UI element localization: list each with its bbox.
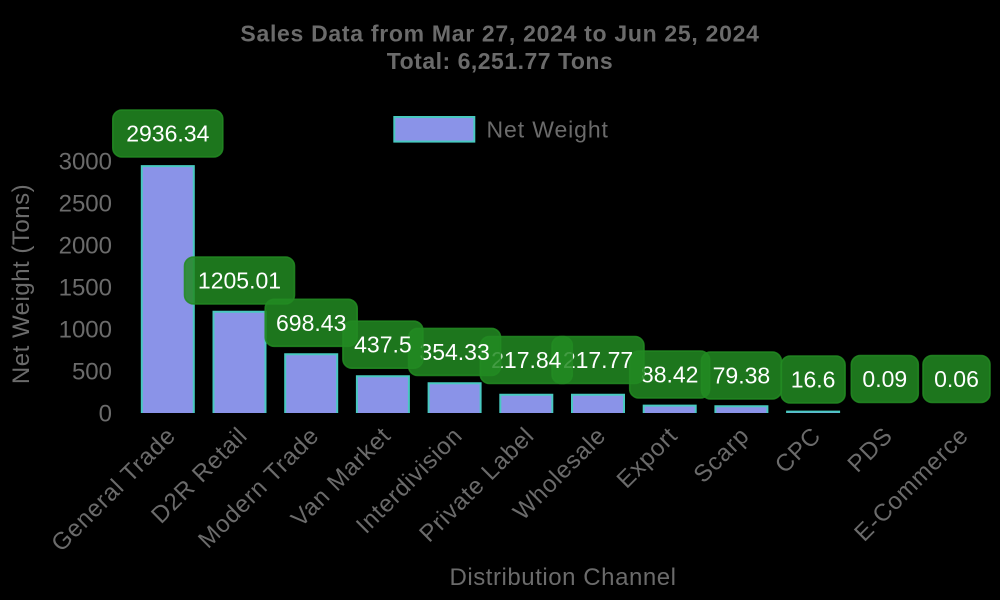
svg-text:16.6: 16.6 <box>791 367 836 393</box>
svg-text:0: 0 <box>99 401 112 428</box>
svg-text:437.5: 437.5 <box>354 332 412 358</box>
svg-text:1205.01: 1205.01 <box>198 268 281 294</box>
svg-text:2936.34: 2936.34 <box>126 121 209 147</box>
svg-text:500: 500 <box>72 359 112 386</box>
svg-text:698.43: 698.43 <box>276 310 346 336</box>
svg-text:1500: 1500 <box>59 275 112 302</box>
svg-text:0.06: 0.06 <box>934 366 979 392</box>
svg-text:Distribution Channel: Distribution Channel <box>449 564 676 591</box>
svg-text:0.09: 0.09 <box>862 366 907 392</box>
svg-text:88.42: 88.42 <box>641 362 699 388</box>
svg-text:Sales Data from Mar 27, 2024 t: Sales Data from Mar 27, 2024 to Jun 25, … <box>240 21 759 47</box>
svg-text:79.38: 79.38 <box>713 363 771 389</box>
svg-text:3000: 3000 <box>59 148 112 175</box>
svg-text:Net Weight: Net Weight <box>487 117 609 143</box>
svg-text:2000: 2000 <box>59 233 112 260</box>
svg-text:1000: 1000 <box>59 317 112 344</box>
svg-text:217.84: 217.84 <box>491 347 562 373</box>
svg-text:Total: 6,251.77 Tons: Total: 6,251.77 Tons <box>387 48 613 74</box>
svg-text:Net Weight (Tons): Net Weight (Tons) <box>8 184 35 384</box>
svg-text:354.33: 354.33 <box>419 339 489 365</box>
svg-text:2500: 2500 <box>59 191 112 218</box>
svg-text:217.77: 217.77 <box>563 347 633 373</box>
